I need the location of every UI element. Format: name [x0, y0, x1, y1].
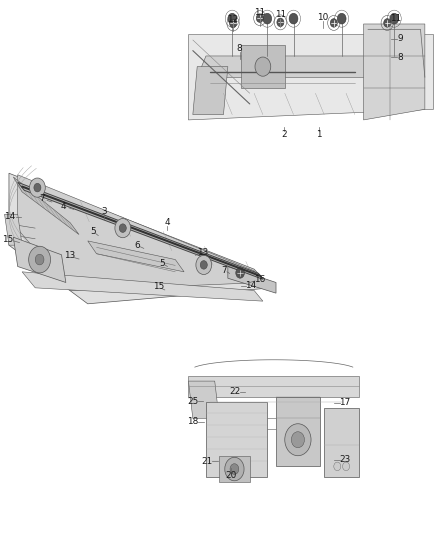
Text: 5: 5 — [159, 259, 165, 268]
Circle shape — [225, 457, 244, 481]
Text: 1: 1 — [316, 130, 322, 139]
Text: 11: 11 — [254, 9, 265, 17]
Text: 20: 20 — [225, 471, 237, 480]
Text: 8: 8 — [397, 53, 403, 61]
Text: 16: 16 — [254, 275, 265, 284]
Circle shape — [115, 219, 131, 238]
Text: 8: 8 — [237, 44, 243, 53]
Polygon shape — [188, 35, 434, 120]
Polygon shape — [197, 56, 390, 77]
Circle shape — [285, 424, 311, 456]
Polygon shape — [364, 24, 425, 120]
Circle shape — [291, 432, 304, 448]
Polygon shape — [18, 175, 263, 290]
Polygon shape — [276, 397, 320, 466]
Polygon shape — [188, 376, 359, 397]
Text: 4: 4 — [61, 202, 67, 211]
Text: 10: 10 — [317, 13, 328, 21]
Text: 21: 21 — [201, 457, 212, 465]
Circle shape — [337, 13, 346, 24]
Text: 11: 11 — [275, 11, 286, 19]
Circle shape — [330, 19, 337, 27]
Circle shape — [119, 224, 126, 232]
Polygon shape — [22, 272, 263, 301]
Text: 23: 23 — [339, 456, 351, 464]
Text: 18: 18 — [187, 417, 198, 426]
Text: 2: 2 — [281, 130, 287, 139]
Circle shape — [34, 183, 41, 192]
Text: 15: 15 — [2, 235, 13, 244]
Circle shape — [200, 261, 207, 269]
Text: 3: 3 — [102, 207, 107, 215]
Circle shape — [228, 13, 237, 24]
Text: 11: 11 — [390, 14, 402, 22]
Text: 12: 12 — [227, 15, 239, 24]
Circle shape — [334, 462, 341, 471]
Text: 22: 22 — [229, 387, 240, 396]
Polygon shape — [9, 173, 272, 304]
Circle shape — [390, 13, 399, 24]
Text: 14: 14 — [4, 213, 15, 221]
Circle shape — [256, 14, 263, 22]
Circle shape — [343, 462, 350, 471]
Polygon shape — [4, 214, 22, 245]
Text: 9: 9 — [397, 35, 403, 43]
Polygon shape — [13, 237, 66, 282]
Polygon shape — [241, 45, 285, 88]
Polygon shape — [18, 182, 263, 279]
Circle shape — [255, 57, 271, 76]
Polygon shape — [13, 177, 79, 235]
Circle shape — [289, 13, 298, 24]
Text: 14: 14 — [245, 281, 256, 290]
Circle shape — [230, 464, 239, 474]
Text: 15: 15 — [153, 282, 164, 291]
Polygon shape — [193, 67, 228, 115]
Text: 5: 5 — [90, 227, 96, 236]
Text: 13: 13 — [64, 252, 75, 260]
Text: 13: 13 — [197, 248, 208, 256]
Circle shape — [277, 18, 284, 27]
Polygon shape — [219, 456, 250, 482]
Text: 25: 25 — [187, 397, 198, 406]
Circle shape — [29, 178, 45, 197]
Circle shape — [196, 255, 212, 274]
Circle shape — [230, 19, 237, 28]
Polygon shape — [228, 266, 276, 293]
Text: 17: 17 — [339, 399, 351, 407]
Circle shape — [236, 268, 244, 278]
Circle shape — [35, 254, 44, 265]
Text: 4: 4 — [165, 219, 170, 227]
Polygon shape — [324, 408, 359, 477]
Text: 7: 7 — [39, 195, 45, 203]
Circle shape — [263, 13, 272, 24]
Circle shape — [28, 246, 50, 273]
Text: 6: 6 — [134, 241, 140, 249]
Polygon shape — [188, 381, 219, 418]
Circle shape — [384, 19, 391, 27]
Text: 7: 7 — [222, 266, 227, 274]
Polygon shape — [206, 402, 267, 477]
Polygon shape — [88, 241, 184, 272]
